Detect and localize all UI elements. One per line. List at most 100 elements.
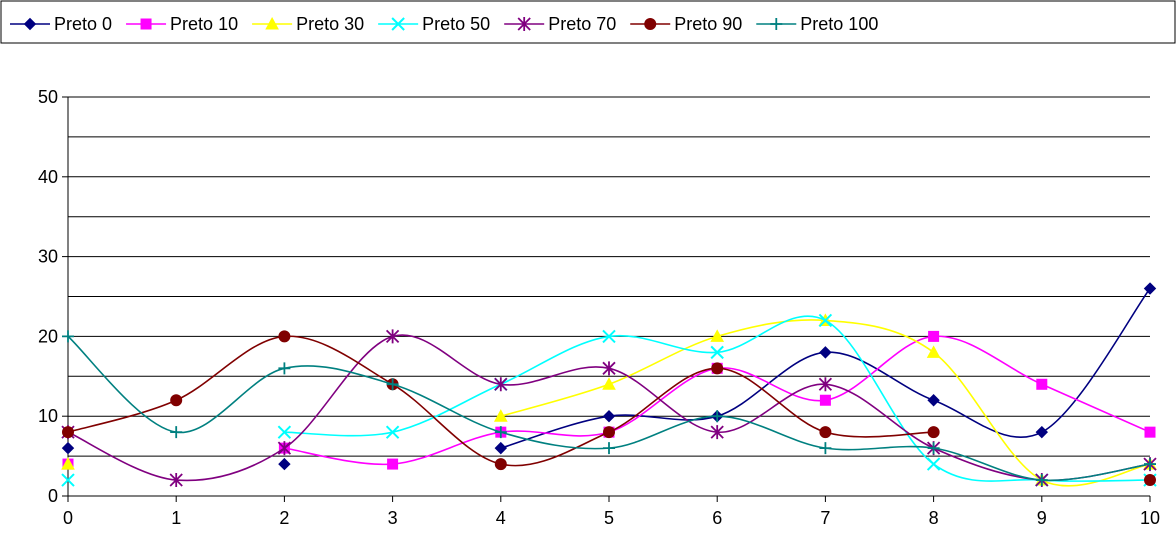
data-point: [603, 426, 615, 439]
data-point: [602, 409, 616, 423]
data-point: [710, 345, 724, 360]
legend-box: [0, 0, 1176, 44]
x-tick-label: 4: [496, 508, 506, 528]
legend-swatch-marker: [770, 18, 783, 30]
data-point: [818, 377, 833, 392]
legend-item: Preto 100: [756, 14, 878, 34]
x-tick-label: 1: [171, 508, 181, 528]
data-point: [494, 441, 508, 455]
legend-label: Preto 0: [54, 14, 112, 34]
series-line: [67, 334, 1151, 482]
legend-swatch-marker: [391, 17, 405, 31]
data-point: [386, 378, 399, 391]
data-point: [1143, 282, 1157, 295]
legend-item: Preto 70: [504, 14, 616, 34]
legend-label: Preto 50: [422, 14, 490, 34]
x-tick-label: 3: [388, 508, 398, 528]
data-point: [710, 329, 725, 342]
legend-label: Preto 10: [170, 14, 238, 34]
legend-swatch-marker: [23, 17, 37, 31]
legend-label: Preto 90: [674, 14, 742, 34]
data-point: [1035, 474, 1048, 487]
data-point: [603, 442, 615, 455]
y-tick-label: 30: [38, 247, 58, 267]
x-tick-label: 10: [1140, 508, 1160, 528]
y-tick-label: 0: [48, 486, 58, 506]
data-point: [1035, 425, 1049, 439]
data-point: [61, 457, 75, 470]
data-point: [819, 442, 832, 455]
data-point: [819, 426, 832, 439]
series-line: [67, 335, 1151, 482]
data-point: [62, 330, 74, 343]
series-preto-100: [62, 330, 1156, 487]
legend-item: Preto 30: [252, 14, 364, 34]
series-preto-90: [62, 330, 1156, 487]
data-point: [278, 330, 291, 343]
gridlines: [68, 96, 1150, 497]
data-point: [602, 377, 616, 390]
data-point: [711, 410, 724, 423]
data-point: [278, 362, 291, 375]
y-tick-label: 20: [38, 326, 58, 346]
data-point: [62, 426, 74, 439]
legend-item: Preto 90: [630, 14, 742, 34]
data-point: [1144, 474, 1156, 487]
data-point: [61, 441, 75, 455]
legend-label: Preto 100: [800, 14, 878, 34]
data-point: [602, 329, 616, 344]
data-point: [494, 377, 508, 392]
data-point: [710, 425, 724, 440]
data-point: [170, 394, 183, 407]
data-point: [277, 425, 292, 439]
x-tick-label: 7: [820, 508, 830, 528]
legend-swatch-marker: [265, 16, 279, 30]
x-tick-label: 6: [712, 508, 722, 528]
legend-label: Preto 30: [296, 14, 364, 34]
data-point: [277, 441, 292, 456]
x-tick-label: 9: [1037, 508, 1047, 528]
data-point: [170, 426, 183, 439]
data-point: [711, 362, 724, 375]
legend: Preto 0 Preto 10 Preto 30 Preto 50 Preto 70 P…: [0, 0, 1176, 44]
data-point: [385, 425, 400, 439]
data-point: [1144, 458, 1156, 471]
data-point: [493, 409, 508, 422]
legend-item: Preto 0: [10, 14, 112, 34]
data-point: [1144, 426, 1156, 438]
y-tick-label: 10: [38, 406, 58, 426]
y-tick-label: 40: [38, 167, 58, 187]
x-tick-label: 5: [604, 508, 614, 528]
data-point: [1036, 378, 1048, 390]
data-point: [385, 329, 400, 344]
data-point: [819, 346, 832, 359]
data-point: [278, 457, 291, 471]
data-point: [819, 394, 831, 406]
series-line: [500, 288, 1151, 449]
data-point: [927, 442, 940, 455]
data-point: [494, 426, 507, 439]
data-point: [602, 361, 616, 376]
data-point: [928, 330, 940, 342]
plot-area: [61, 282, 1157, 488]
x-tick-label: 8: [929, 508, 939, 528]
data-point: [494, 458, 507, 471]
series-line: [284, 315, 1151, 483]
data-point: [61, 473, 75, 487]
data-point: [927, 394, 940, 407]
series-preto-50: [61, 313, 1157, 487]
data-point: [926, 457, 941, 471]
data-point: [387, 458, 399, 470]
legend-swatch-marker: [140, 18, 152, 30]
series-preto-0: [61, 282, 1157, 471]
data-point: [926, 345, 941, 358]
x-tick-label: 0: [63, 508, 73, 528]
legend-swatch-marker: [517, 17, 531, 31]
legend-item: Preto 50: [378, 14, 490, 34]
series-preto-30: [61, 313, 1157, 487]
x-tick-label: 2: [279, 508, 289, 528]
legend-swatch-marker: [644, 18, 657, 30]
axes: 0 10 20 30 40 50 0 1 2 3 4 5 6 7 8 9 10: [38, 87, 1160, 528]
legend-item: Preto 10: [126, 14, 238, 34]
